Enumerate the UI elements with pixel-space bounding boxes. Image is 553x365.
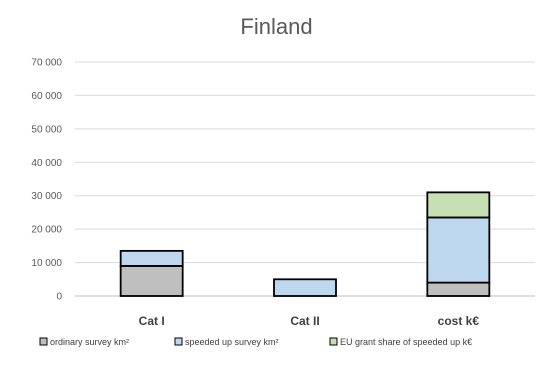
y-tick-label: 10 000	[31, 258, 62, 269]
category-label: cost k€	[438, 314, 480, 328]
bar-segment	[426, 216, 491, 284]
y-tick-label: 30 000	[31, 191, 62, 202]
legend-label: EU grant share of speeded up k€	[340, 337, 472, 347]
y-tick-label: 0	[56, 292, 62, 303]
legend-label: ordinary survey km²	[50, 337, 129, 347]
y-tick-label: 50 000	[31, 124, 62, 135]
bar-segment	[426, 281, 491, 297]
chart-title: Finland	[240, 14, 313, 39]
y-tick-label: 40 000	[31, 158, 62, 169]
y-tick-label: 70 000	[31, 58, 62, 69]
bar-segment	[119, 249, 184, 267]
legend-swatch	[329, 337, 338, 346]
y-tick-label: 20 000	[31, 225, 62, 236]
category-label: Cat II	[290, 314, 319, 328]
category-label: Cat I	[139, 314, 165, 328]
bar-segment	[426, 191, 491, 219]
legend-label: speeded up survey km²	[185, 337, 279, 347]
bar-segment	[273, 278, 337, 297]
legend-swatch	[174, 337, 183, 346]
bar-segment	[119, 265, 184, 297]
y-tick-label: 60 000	[31, 91, 62, 102]
legend-swatch	[39, 337, 48, 346]
